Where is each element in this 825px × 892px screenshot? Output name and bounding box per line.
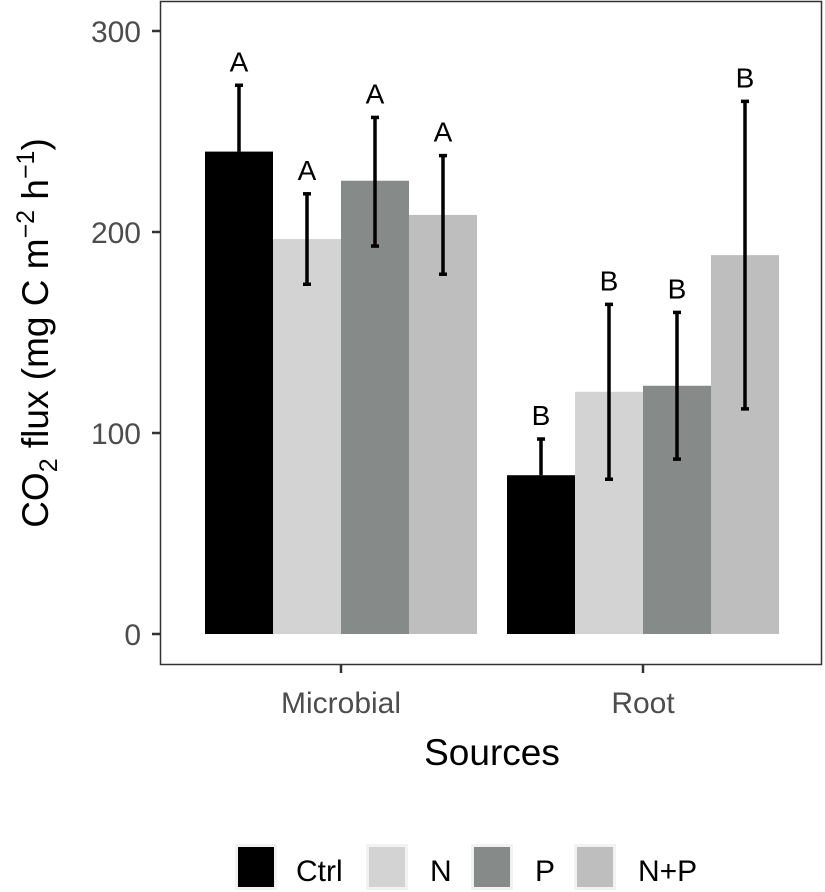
error-bar: [741, 99, 749, 411]
y-axis-title-end: ): [15, 138, 56, 150]
bar-microbial-npp: [409, 214, 477, 635]
error-bars-layer: [235, 83, 749, 481]
error-bar: [439, 153, 447, 276]
significance-letter: A: [298, 155, 317, 186]
significance-letter: B: [668, 273, 687, 304]
bar-microbial-ctrl: [205, 151, 273, 634]
y-axis-title-rest: flux (mg C m: [15, 238, 56, 458]
legend-key-swatch: [474, 847, 510, 887]
error-bar: [235, 83, 243, 152]
y-tick-label: 100: [91, 418, 141, 451]
bar-microbial-n: [273, 239, 341, 634]
error-bar: [371, 115, 379, 248]
x-axis: Microbial Root: [281, 665, 675, 720]
legend-label: Ctrl: [296, 855, 343, 888]
significance-letter: B: [736, 62, 755, 93]
legend-key-swatch: [369, 847, 405, 887]
y-tick-label: 200: [91, 217, 141, 250]
legend-label: N: [430, 855, 452, 888]
legend-item-npp: N+P: [574, 844, 697, 890]
y-axis-title: CO2 flux (mg C m−2 h−1): [12, 138, 63, 528]
significance-letter: B: [600, 265, 619, 296]
y-tick-label: 0: [124, 619, 141, 652]
legend: Ctrl N P N+P: [235, 844, 697, 890]
significance-letter: A: [434, 117, 453, 148]
error-bar: [605, 302, 613, 481]
x-tick-label: Root: [611, 687, 675, 720]
y-tick-label: 300: [91, 16, 141, 49]
significance-letter: B: [532, 400, 551, 431]
significance-letter: A: [230, 46, 249, 77]
bar-microbial-p: [341, 180, 409, 634]
y-axis-title-mid: h: [15, 179, 56, 210]
legend-item-ctrl: Ctrl: [235, 844, 343, 890]
error-bar: [303, 192, 311, 287]
legend-label: N+P: [638, 855, 697, 888]
x-tick-label: Microbial: [281, 687, 401, 720]
y-axis-title-main: CO: [15, 472, 56, 528]
bar-root-ctrl: [507, 475, 575, 634]
y-axis-title-superscript-1: −2: [12, 210, 40, 239]
significance-letters-layer: A B A B A B A B: [230, 46, 755, 431]
y-axis-title-superscript-2: −1: [12, 151, 40, 180]
significance-letter: A: [366, 78, 385, 109]
legend-key-swatch: [238, 847, 274, 887]
plot-panel-border: [159, 0, 823, 666]
error-bar: [673, 310, 681, 461]
legend-item-n: N: [366, 844, 452, 890]
bars-layer: [205, 151, 779, 635]
y-axis: 0 100 200 300: [91, 16, 160, 652]
y-axis-title-subscript: 2: [35, 458, 63, 472]
error-bar: [537, 437, 545, 476]
legend-item-p: P: [471, 844, 555, 890]
legend-key-swatch: [577, 847, 613, 887]
legend-label: P: [535, 855, 555, 888]
x-axis-title: Sources: [424, 732, 560, 773]
